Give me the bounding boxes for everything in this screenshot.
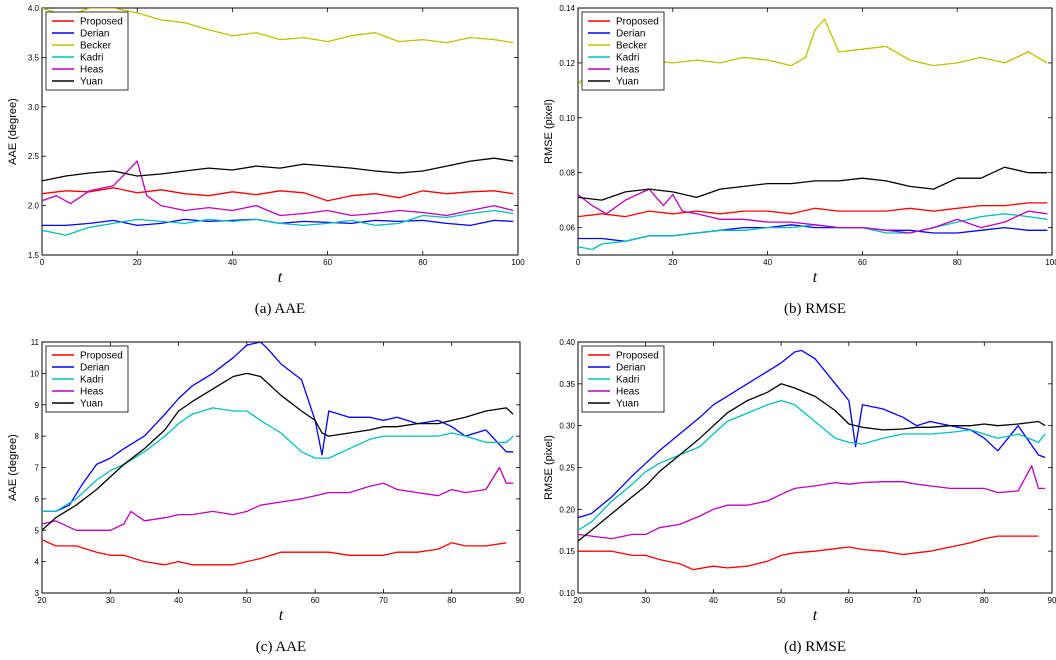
y-tick-label: 10 — [30, 369, 39, 378]
x-tick-label: 90 — [1048, 596, 1056, 605]
y-tick-label: 7 — [35, 464, 40, 473]
legend-label: Proposed — [80, 17, 123, 28]
legend-label: Heas — [616, 387, 639, 398]
x-tick-label: 0 — [40, 258, 45, 267]
y-tick-label: 5 — [35, 526, 40, 535]
legend-label: Kadri — [616, 375, 639, 386]
y-tick-label: 4 — [35, 558, 40, 567]
y-axis-label: AAE (degree) — [7, 434, 19, 501]
x-tick-label: 80 — [418, 258, 427, 267]
figure-caption: (a) AAE — [255, 301, 305, 317]
y-tick-label: 11 — [31, 338, 40, 347]
legend-label: Kadri — [80, 375, 103, 386]
y-tick-label: 0.08 — [559, 169, 575, 178]
legend-label: Derian — [616, 363, 645, 374]
y-tick-label: 0.25 — [559, 464, 575, 473]
chart-d: 20 30 40 50 60 70 80 90 0.10 0.15 0.20 0.25 0.30 0.35… — [530, 330, 1056, 660]
x-tick-label: 70 — [379, 596, 388, 605]
y-tick-label: 2.5 — [28, 152, 40, 161]
y-tick-label: 4.0 — [28, 4, 40, 13]
legend-label: Becker — [616, 41, 648, 52]
x-axis-label: t — [278, 269, 283, 286]
chart-panel-a: 0 20 40 60 80 100 1.5 2.0 2.5 3.0 3.5 4.0 AAE (degre… — [0, 0, 526, 330]
x-axis-label: t — [813, 269, 818, 286]
x-tick-label: 100 — [1045, 258, 1056, 267]
x-tick-label: 30 — [641, 596, 650, 605]
x-tick-label: 70 — [912, 596, 921, 605]
y-tick-label: 3.5 — [28, 53, 40, 62]
x-tick-label: 80 — [980, 596, 989, 605]
legend-label: Heas — [80, 65, 103, 76]
figure-caption: (b) RMSE — [784, 301, 846, 317]
x-tick-label: 40 — [709, 596, 718, 605]
legend-label: Heas — [80, 387, 103, 398]
y-tick-label: 0.14 — [559, 4, 575, 13]
legend-label: Becker — [80, 41, 112, 52]
legend-label: Proposed — [80, 351, 123, 362]
x-axis-label: t — [813, 607, 818, 624]
x-tick-label: 80 — [953, 258, 962, 267]
y-tick-label: 0.10 — [559, 589, 575, 598]
chart-c: 20 30 40 50 60 70 80 9034567891011AAE (degree)t… — [0, 330, 526, 660]
legend-label: Proposed — [616, 17, 659, 28]
x-tick-label: 60 — [311, 596, 320, 605]
x-tick-label: 0 — [576, 258, 581, 267]
chart-panel-b: 0 20 40 60 80 100 0.06 0.08 0.10 0.12 0.14 RMSE (pi… — [530, 0, 1056, 330]
x-tick-label: 50 — [242, 596, 251, 605]
y-tick-label: 2.0 — [28, 202, 40, 211]
chart-b: 0 20 40 60 80 100 0.06 0.08 0.10 0.12 0.14 RMSE (pi… — [530, 0, 1056, 330]
y-tick-label: 0.12 — [559, 59, 575, 68]
x-tick-label: 30 — [106, 596, 115, 605]
legend-label: Yuan — [80, 399, 103, 410]
legend-label: Derian — [80, 29, 109, 40]
y-tick-label: 9 — [35, 401, 40, 410]
x-tick-label: 40 — [228, 258, 237, 267]
y-tick-label: 3.0 — [28, 103, 40, 112]
y-tick-label: 0.15 — [559, 547, 575, 556]
x-tick-label: 20 — [133, 258, 142, 267]
legend-label: Heas — [616, 65, 639, 76]
x-axis-label: t — [279, 607, 284, 624]
x-tick-label: 50 — [777, 596, 786, 605]
legend-label: Yuan — [80, 77, 103, 88]
y-tick-label: 0.40 — [559, 338, 575, 347]
x-tick-label: 20 — [668, 258, 677, 267]
chart-panel-c: 20 30 40 50 60 70 80 90 3 4 5 6 7 8 9 10 11 AAE (degree) t… — [0, 330, 526, 660]
y-tick-label: 1.5 — [28, 251, 40, 260]
x-tick-label: 60 — [858, 258, 867, 267]
x-tick-label: 40 — [763, 258, 772, 267]
chart-panel-d: 20 30 40 50 60 70 80 90 0.10 0.15 0.20 0.25 0.30 0.35… — [530, 330, 1056, 660]
y-axis-label: RMSE (pixel) — [543, 99, 555, 164]
y-tick-label: 0.20 — [559, 505, 575, 514]
legend-label: Kadri — [80, 53, 103, 64]
chart-a: 0 20 40 60 80 100 1.5 2.0 2.5 3.0 3.5 4.0 AAE (degre… — [0, 0, 526, 330]
x-tick-label: 90 — [516, 596, 525, 605]
legend-label: Yuan — [616, 77, 639, 88]
figure-caption: (d) RMSE — [784, 639, 846, 655]
x-tick-label: 100 — [511, 258, 525, 267]
legend-label: Yuan — [616, 399, 639, 410]
y-tick-label: 8 — [35, 432, 40, 441]
legend-label: Proposed — [616, 351, 659, 362]
y-tick-label: 3 — [35, 589, 40, 598]
figure-caption: (c) AAE — [256, 639, 306, 655]
x-tick-label: 40 — [174, 596, 183, 605]
x-tick-label: 60 — [844, 596, 853, 605]
legend-label: Kadri — [616, 53, 639, 64]
legend-label: Derian — [80, 363, 109, 374]
y-tick-label: 0.10 — [559, 114, 575, 123]
y-axis-label: AAE (degree) — [7, 98, 19, 165]
y-tick-label: 0.30 — [559, 422, 575, 431]
legend-label: Derian — [616, 29, 645, 40]
y-axis-label: RMSE (pixel) — [543, 435, 555, 500]
y-tick-label: 0.35 — [559, 380, 575, 389]
y-tick-label: 0.06 — [559, 224, 575, 233]
y-tick-label: 6 — [35, 495, 40, 504]
x-tick-label: 60 — [323, 258, 332, 267]
x-tick-label: 80 — [447, 596, 456, 605]
